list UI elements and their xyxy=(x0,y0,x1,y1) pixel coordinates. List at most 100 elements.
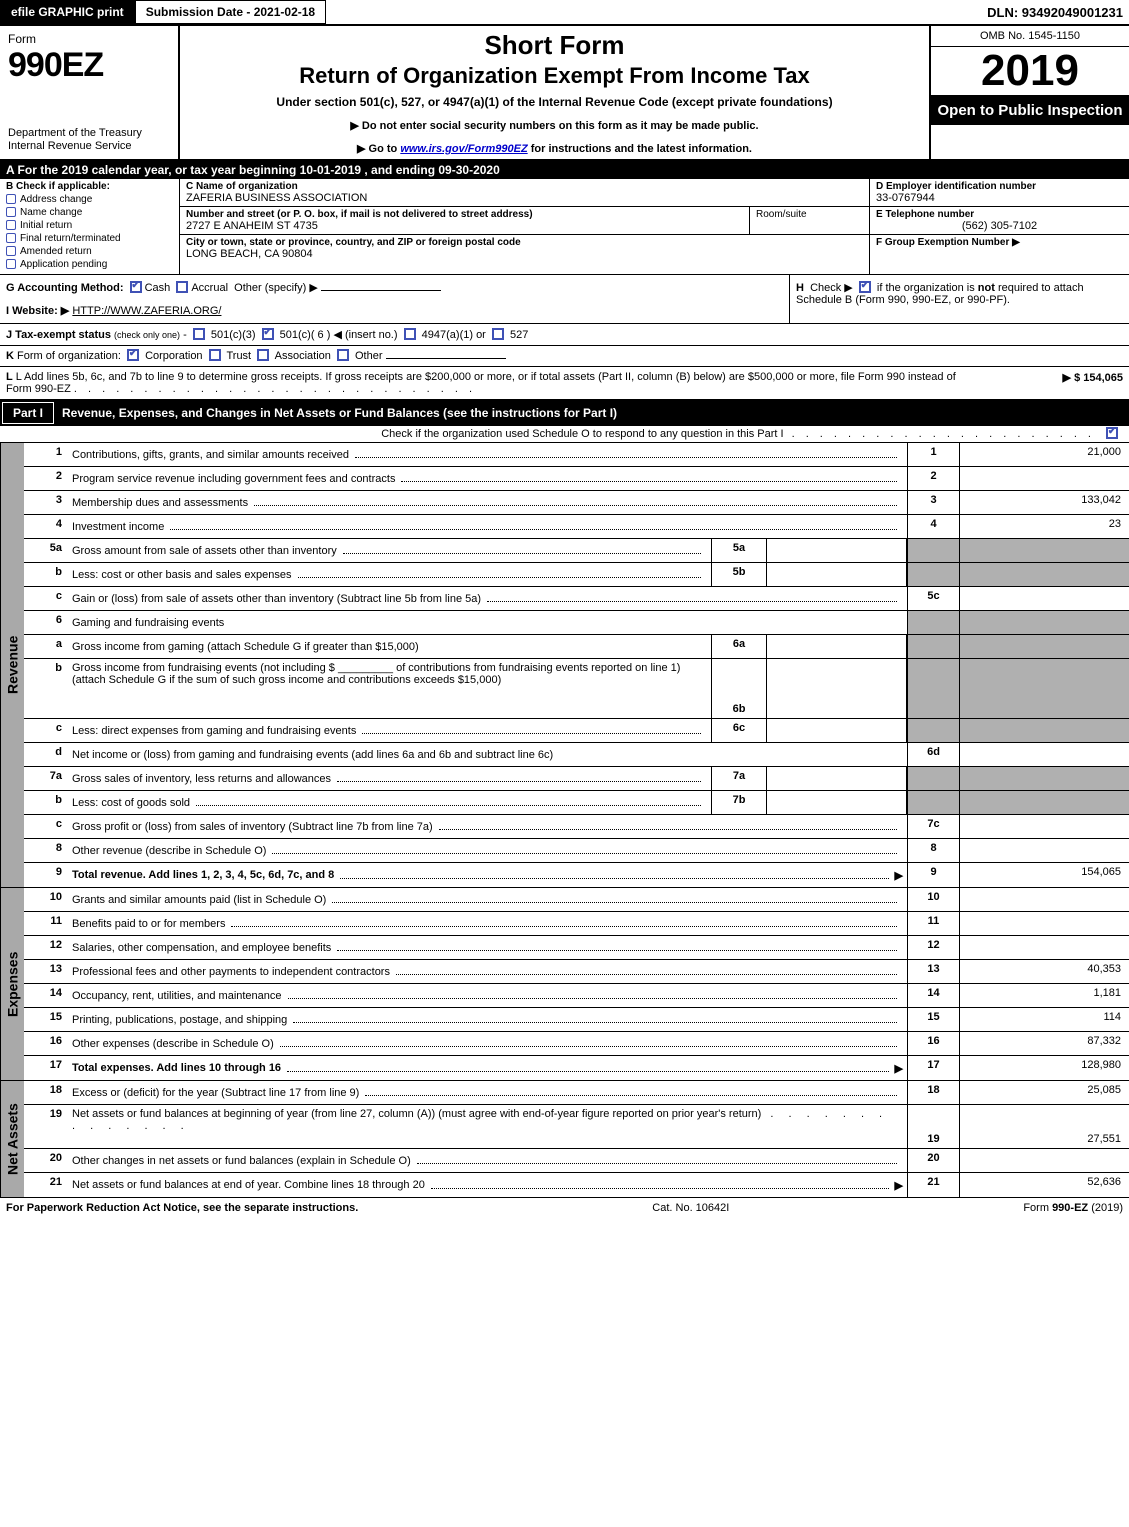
ln12-desc: Salaries, other compensation, and employ… xyxy=(72,942,331,954)
ln1-ref: 1 xyxy=(907,443,959,466)
ln2-desc: Program service revenue including govern… xyxy=(72,473,395,485)
chk-address-change[interactable] xyxy=(6,194,16,204)
section-j: J Tax-exempt status (check only one) - 5… xyxy=(0,324,1129,346)
ln9-amt: 154,065 xyxy=(959,863,1129,887)
ln5c-amt xyxy=(959,587,1129,610)
ln19-ref: 19 xyxy=(907,1105,959,1148)
ln4-desc: Investment income xyxy=(72,521,164,533)
section-l: L L Add lines 5b, 6c, and 7b to line 9 t… xyxy=(0,367,1129,400)
ln6a-inner: 6a xyxy=(711,635,767,658)
dln-label: DLN: 93492049001231 xyxy=(987,5,1129,20)
chk-schedule-b[interactable] xyxy=(859,281,871,293)
lbl-other: Other (specify) ▶ xyxy=(234,282,318,294)
part1-header: Part I Revenue, Expenses, and Changes in… xyxy=(0,400,1129,426)
ln6c-desc: Less: direct expenses from gaming and fu… xyxy=(72,725,356,737)
other-org-blank[interactable] xyxy=(386,358,506,359)
footer-right-pre: Form xyxy=(1023,1202,1052,1214)
chk-4947a1[interactable] xyxy=(404,328,416,340)
ln3-desc: Membership dues and assessments xyxy=(72,497,248,509)
ln15-amt: 114 xyxy=(959,1008,1129,1031)
lbl-final-return: Final return/terminated xyxy=(20,233,121,244)
e-label: E Telephone number xyxy=(876,209,1123,220)
ln3-amt: 133,042 xyxy=(959,491,1129,514)
return-title: Return of Organization Exempt From Incom… xyxy=(200,63,909,89)
gh-left: G Accounting Method: Cash Accrual Other … xyxy=(0,275,789,323)
chk-name-change[interactable] xyxy=(6,207,16,217)
chk-amended-return[interactable] xyxy=(6,246,16,256)
revenue-label: Revenue xyxy=(0,443,24,887)
ln11-ref: 11 xyxy=(907,912,959,935)
topbar-left: efile GRAPHIC print Submission Date - 20… xyxy=(0,0,326,24)
ln18-num: 18 xyxy=(24,1081,68,1104)
ln5a-inner: 5a xyxy=(711,539,767,562)
efile-print-button[interactable]: efile GRAPHIC print xyxy=(0,0,135,24)
ln2-amt xyxy=(959,467,1129,490)
ln10-ref: 10 xyxy=(907,888,959,911)
ln6b-inner: 6b xyxy=(711,659,767,718)
part1-tab: Part I xyxy=(2,402,54,424)
ln10-desc: Grants and similar amounts paid (list in… xyxy=(72,894,326,906)
ln12-num: 12 xyxy=(24,936,68,959)
chk-trust[interactable] xyxy=(209,349,221,361)
ln7c-desc: Gross profit or (loss) from sales of inv… xyxy=(72,821,433,833)
header-right: OMB No. 1545-1150 2019 Open to Public In… xyxy=(929,26,1129,159)
form-header: Form 990EZ Department of the Treasury In… xyxy=(0,26,1129,161)
chk-527[interactable] xyxy=(492,328,504,340)
irs-link[interactable]: www.irs.gov/Form990EZ xyxy=(400,143,527,155)
chk-schedule-o[interactable] xyxy=(1106,427,1118,439)
chk-application-pending[interactable] xyxy=(6,259,16,269)
ln18-desc: Excess or (deficit) for the year (Subtra… xyxy=(72,1087,359,1099)
ln16-ref: 16 xyxy=(907,1032,959,1055)
ln17-num: 17 xyxy=(24,1056,68,1080)
chk-501c3[interactable] xyxy=(193,328,205,340)
short-form-title: Short Form xyxy=(200,30,909,61)
page-footer: For Paperwork Reduction Act Notice, see … xyxy=(0,1198,1129,1218)
ln6b-desc: Gross income from fundraising events (no… xyxy=(72,662,680,686)
ln7c-num: c xyxy=(24,815,68,838)
chk-corporation[interactable] xyxy=(127,349,139,361)
ln15-ref: 15 xyxy=(907,1008,959,1031)
website-link[interactable]: HTTP://WWW.ZAFERIA.ORG/ xyxy=(72,305,221,317)
chk-501c[interactable] xyxy=(262,328,274,340)
ln5b-desc: Less: cost or other basis and sales expe… xyxy=(72,569,292,581)
netassets-label: Net Assets xyxy=(0,1081,24,1197)
ln20-ref: 20 xyxy=(907,1149,959,1172)
ln6a-num: a xyxy=(24,635,68,658)
room-suite-label: Room/suite xyxy=(749,207,869,234)
chk-initial-return[interactable] xyxy=(6,220,16,230)
ln9-num: 9 xyxy=(24,863,68,887)
chk-cash[interactable] xyxy=(130,281,142,293)
chk-accrual[interactable] xyxy=(176,281,188,293)
ln3-num: 3 xyxy=(24,491,68,514)
ln4-amt: 23 xyxy=(959,515,1129,538)
sub3-post: for instructions and the latest informat… xyxy=(528,143,752,155)
chk-other-org[interactable] xyxy=(337,349,349,361)
omb-number: OMB No. 1545-1150 xyxy=(931,26,1129,47)
ln15-num: 15 xyxy=(24,1008,68,1031)
ln19-num: 19 xyxy=(24,1105,68,1148)
expenses-label: Expenses xyxy=(0,888,24,1080)
chk-final-return[interactable] xyxy=(6,233,16,243)
ln7a-num: 7a xyxy=(24,767,68,790)
ln6-desc: Gaming and fundraising events xyxy=(72,617,224,629)
footer-right-form: 990-EZ xyxy=(1052,1202,1088,1214)
ein: 33-0767944 xyxy=(876,192,1123,204)
chk-association[interactable] xyxy=(257,349,269,361)
expenses-section: Expenses 10 Grants and similar amounts pa… xyxy=(0,888,1129,1081)
other-specify-blank[interactable] xyxy=(321,290,441,291)
ln14-ref: 14 xyxy=(907,984,959,1007)
ln5b-inner: 5b xyxy=(711,563,767,586)
part1-title: Revenue, Expenses, and Changes in Net As… xyxy=(56,403,623,423)
ln17-ref: 17 xyxy=(907,1056,959,1080)
ln5a-desc: Gross amount from sale of assets other t… xyxy=(72,545,337,557)
footer-right: Form 990-EZ (2019) xyxy=(1023,1202,1123,1214)
footer-left: For Paperwork Reduction Act Notice, see … xyxy=(6,1202,358,1214)
ln19-amt: 27,551 xyxy=(959,1105,1129,1148)
ln7b-desc: Less: cost of goods sold xyxy=(72,797,190,809)
ln6-num: 6 xyxy=(24,611,68,634)
ln13-amt: 40,353 xyxy=(959,960,1129,983)
lbl-cash: Cash xyxy=(145,282,171,294)
ln14-num: 14 xyxy=(24,984,68,1007)
form-label: Form xyxy=(8,32,170,46)
subline-1: Under section 501(c), 527, or 4947(a)(1)… xyxy=(200,95,909,109)
